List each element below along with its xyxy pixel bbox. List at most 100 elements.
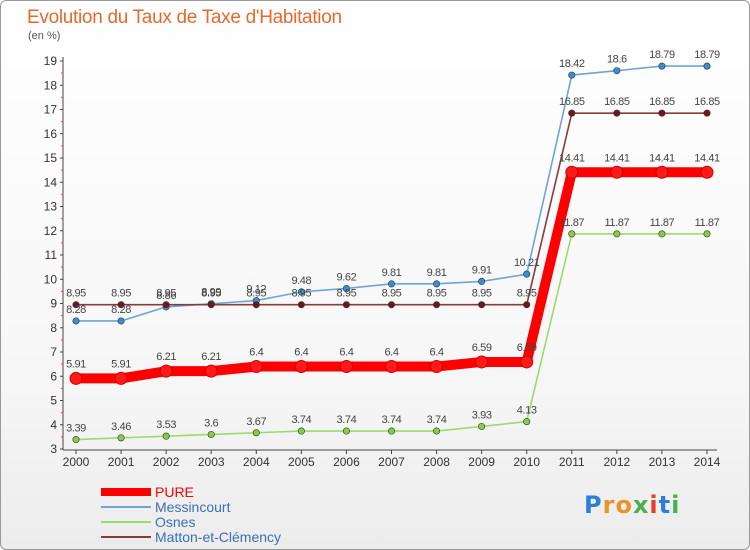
- data-point-pure: [339, 360, 353, 374]
- data-label-matton-et-cl-mency: 16.85: [559, 96, 585, 108]
- logo-letter: r: [602, 491, 616, 519]
- y-tick-label: 19: [44, 54, 58, 68]
- data-label-matton-et-cl-mency: 8.95: [337, 288, 357, 300]
- legend-swatch-pure: [101, 488, 151, 496]
- data-label-osnes: 3.39: [66, 423, 86, 435]
- y-tick-label: 14: [44, 175, 58, 189]
- data-point-messincourt: [523, 270, 531, 278]
- data-point-osnes: [117, 434, 125, 442]
- y-tick-label: 8: [50, 321, 57, 335]
- data-label-osnes: 3.53: [156, 419, 176, 431]
- logo-letter: P: [584, 491, 603, 519]
- data-point-messincourt: [433, 280, 441, 288]
- x-tick-label: 2004: [243, 455, 270, 469]
- data-point-matton-et-cl-mency: [117, 301, 125, 309]
- data-point-matton-et-cl-mency: [433, 301, 441, 309]
- unit-label: (en %): [28, 30, 61, 42]
- data-label-messincourt: 9.91: [472, 264, 492, 276]
- data-label-osnes: 3.6: [204, 417, 218, 429]
- data-label-osnes: 3.93: [472, 409, 492, 421]
- data-label-messincourt: 8.28: [111, 304, 131, 316]
- data-point-pure: [69, 371, 83, 385]
- data-label-pure: 14.41: [604, 152, 630, 164]
- legend-swatch-osnes: [101, 521, 151, 523]
- data-point-matton-et-cl-mency: [658, 109, 666, 117]
- data-point-messincourt: [478, 277, 486, 285]
- data-label-pure: 6.4: [294, 347, 308, 359]
- y-tick-label: 15: [44, 151, 58, 165]
- data-label-messincourt: 8.86: [156, 290, 176, 302]
- x-tick-label: 2012: [604, 455, 631, 469]
- data-label-messincourt: 10.21: [514, 257, 540, 269]
- data-label-matton-et-cl-mency: 8.95: [201, 288, 221, 300]
- data-label-messincourt: 9.12: [246, 284, 266, 296]
- data-label-pure: 6.21: [156, 351, 176, 363]
- data-point-messincourt: [72, 317, 80, 325]
- data-label-pure: 6.4: [339, 347, 353, 359]
- data-point-matton-et-cl-mency: [162, 301, 170, 309]
- y-tick-label: 18: [44, 78, 58, 92]
- data-point-osnes: [523, 418, 531, 426]
- data-label-pure: 5.91: [66, 358, 86, 370]
- x-tick-label: 2003: [198, 455, 225, 469]
- data-point-osnes: [72, 436, 80, 444]
- data-point-messincourt: [297, 288, 305, 296]
- data-label-matton-et-cl-mency: 8.95: [517, 288, 537, 300]
- data-label-osnes: 3.74: [427, 414, 447, 426]
- x-tick-label: 2009: [468, 455, 495, 469]
- y-tick-label: 11: [45, 248, 58, 262]
- data-label-pure: 6.59: [517, 342, 537, 354]
- data-point-pure: [114, 371, 128, 385]
- data-label-pure: 14.41: [559, 152, 585, 164]
- y-tick-label: 17: [44, 103, 58, 117]
- y-tick-label: 10: [44, 272, 58, 286]
- data-point-messincourt: [117, 317, 125, 325]
- data-label-pure: 14.41: [649, 152, 675, 164]
- data-point-matton-et-cl-mency: [703, 109, 711, 117]
- data-point-pure: [565, 165, 579, 179]
- logo-letter: o: [615, 491, 633, 519]
- data-label-pure: 6.4: [249, 347, 263, 359]
- data-label-osnes: 3.74: [382, 414, 402, 426]
- x-tick-label: 2001: [108, 455, 135, 469]
- data-point-matton-et-cl-mency: [297, 301, 305, 309]
- data-point-pure: [204, 364, 218, 378]
- data-point-pure: [294, 360, 308, 374]
- data-point-matton-et-cl-mency: [613, 109, 621, 117]
- y-tick-label: 3: [50, 442, 57, 456]
- x-tick-label: 2005: [288, 455, 315, 469]
- data-label-matton-et-cl-mency: 8.95: [66, 288, 86, 300]
- data-label-pure: 6.4: [384, 347, 398, 359]
- data-label-matton-et-cl-mency: 8.95: [382, 288, 402, 300]
- x-tick-label: 2013: [649, 455, 676, 469]
- data-label-osnes: 3.74: [291, 414, 311, 426]
- data-point-messincourt: [613, 67, 621, 75]
- data-point-pure: [610, 165, 624, 179]
- data-point-pure: [430, 360, 444, 374]
- data-point-matton-et-cl-mency: [523, 301, 531, 309]
- data-label-matton-et-cl-mency: 8.95: [156, 288, 176, 300]
- data-label-matton-et-cl-mency: 16.85: [604, 96, 630, 108]
- data-label-osnes: 3.74: [337, 414, 357, 426]
- data-point-matton-et-cl-mency: [252, 301, 260, 309]
- data-point-osnes: [162, 432, 170, 440]
- data-point-osnes: [658, 230, 666, 238]
- data-label-osnes: 11.87: [604, 217, 629, 229]
- data-label-pure: 6.4: [430, 347, 444, 359]
- data-label-messincourt: 8.99: [201, 287, 221, 299]
- y-tick-label: 4: [50, 418, 57, 432]
- data-point-osnes: [478, 422, 486, 430]
- x-tick-label: 2006: [333, 455, 360, 469]
- data-point-osnes: [207, 430, 215, 438]
- data-label-matton-et-cl-mency: 8.95: [427, 288, 447, 300]
- data-label-messincourt: 8.28: [66, 304, 86, 316]
- y-tick-label: 6: [50, 369, 57, 383]
- data-point-pure: [159, 364, 173, 378]
- y-tick-label: 16: [44, 127, 58, 141]
- data-label-matton-et-cl-mency: 8.95: [291, 288, 311, 300]
- legend-label-pure: PURE: [155, 484, 194, 500]
- data-point-osnes: [433, 427, 441, 435]
- data-label-messincourt: 9.81: [427, 267, 447, 279]
- data-label-pure: 6.21: [201, 351, 221, 363]
- data-point-messincourt: [568, 71, 576, 79]
